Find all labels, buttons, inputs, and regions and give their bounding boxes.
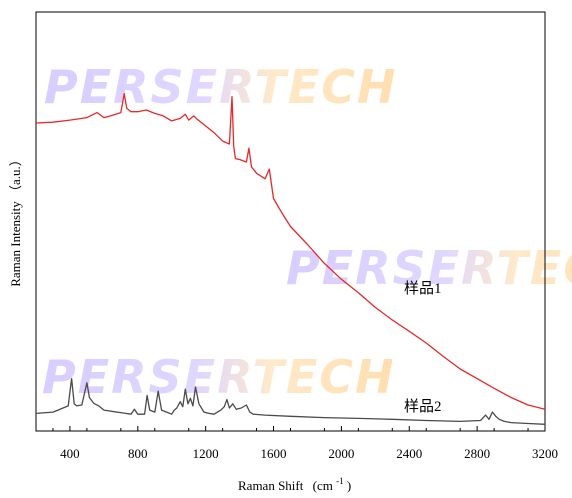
x-tick-label: 2000 <box>328 446 354 461</box>
series-layer <box>35 93 546 425</box>
x-axis-title: Raman Shift (cm -1 ) <box>238 472 351 493</box>
watermark-group: PERSERTECH PERSERTECH PERSERTECH <box>42 60 572 404</box>
series-label-sample2: 样品2 <box>404 398 442 415</box>
x-tick-label: 2800 <box>464 446 490 461</box>
x-tick-label: 400 <box>60 446 80 461</box>
series-line-2 <box>35 377 546 425</box>
x-axis-title-close: ) <box>347 478 351 493</box>
series-line-1 <box>35 93 546 410</box>
x-tick-label: 3200 <box>532 446 558 461</box>
watermark-bottom: PERSERTECH <box>42 350 396 404</box>
series-label-sample1: 样品1 <box>404 280 442 297</box>
x-tick-label: 800 <box>128 446 148 461</box>
y-axis-title: Raman Intensity （a.u.） <box>8 153 23 287</box>
x-tick-label: 1200 <box>193 446 219 461</box>
x-axis-ticks: 400 800 1200 1600 2000 2400 2800 3200 <box>52 426 558 461</box>
watermark-top: PERSERTECH <box>44 60 398 114</box>
x-axis-title-text: Raman Shift <box>238 478 304 493</box>
x-axis-title-unit: (cm <box>313 478 333 493</box>
x-tick-label: 1600 <box>261 446 287 461</box>
watermark-middle: PERSERTECH <box>286 241 572 295</box>
x-axis-title-exponent: -1 <box>336 476 344 486</box>
x-tick-label: 2400 <box>396 446 422 461</box>
